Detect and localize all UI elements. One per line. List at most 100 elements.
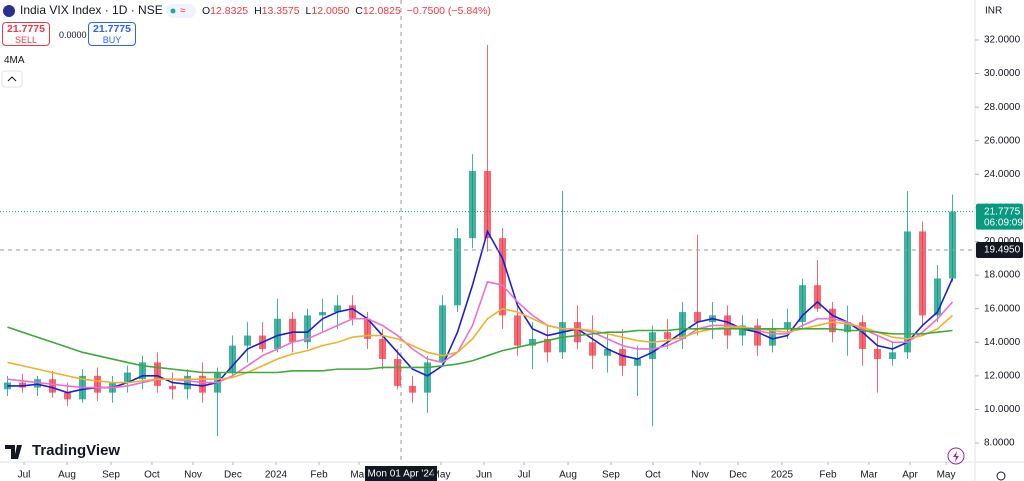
candle-body xyxy=(199,375,206,393)
x-tick-label: Aug xyxy=(559,470,577,481)
ohlc-value: 12.8325 xyxy=(210,5,249,17)
candle-body xyxy=(49,379,56,393)
y-tick-label: 14.0000 xyxy=(984,337,1021,348)
candle-body xyxy=(379,338,386,360)
candle-body xyxy=(619,348,626,366)
x-tick-label: Apr xyxy=(902,470,918,481)
ohlc-label: C xyxy=(355,5,363,17)
crosshair-time-label: Mon 01 Apr '24 xyxy=(368,469,435,480)
candle-body xyxy=(94,375,101,393)
y-tick-label: 10.0000 xyxy=(984,404,1021,415)
y-tick-label: 26.0000 xyxy=(984,135,1021,146)
candle-body xyxy=(484,170,491,239)
last-price-label: 21.7775 xyxy=(984,206,1021,217)
candle-body xyxy=(439,305,446,363)
logo-mark xyxy=(5,445,22,459)
candle-body xyxy=(889,352,896,360)
collapse-button[interactable] xyxy=(1,70,23,88)
candle-body xyxy=(319,312,326,316)
candle-body xyxy=(394,359,401,386)
x-tick-label: May xyxy=(432,470,451,481)
spread: 0.0000 xyxy=(59,30,87,40)
status-badge xyxy=(166,4,196,18)
x-tick-label: Mar xyxy=(860,470,878,481)
candle-body xyxy=(289,318,296,343)
candle-body xyxy=(514,315,521,346)
moving-average xyxy=(7,326,953,374)
candle-body xyxy=(424,362,431,393)
ohlc-label: O xyxy=(202,5,211,17)
x-tick-label: Jul xyxy=(18,470,31,481)
x-tick-label: Dec xyxy=(729,470,747,481)
candle-body xyxy=(754,325,761,346)
candle-body xyxy=(799,285,806,323)
candle-body xyxy=(349,305,356,319)
candle-body xyxy=(34,379,41,388)
y-tick-label: 32.0000 xyxy=(984,35,1021,46)
buy-label: BUY xyxy=(102,35,122,45)
candle-body xyxy=(664,332,671,339)
moving-average xyxy=(7,280,954,389)
candle-body xyxy=(139,362,146,380)
currency: INR xyxy=(985,6,1002,17)
x-tick-label: Dec xyxy=(224,470,242,481)
chevron xyxy=(7,76,17,82)
candle-body xyxy=(814,285,821,309)
x-tick-label: Sep xyxy=(602,470,620,481)
candle-body xyxy=(304,315,311,343)
moving-average xyxy=(7,229,954,394)
tradingview-logo: TradingView xyxy=(5,442,120,459)
ohlc-value: 12.0050 xyxy=(311,5,350,17)
buy-button[interactable]: 21.7775 BUY xyxy=(88,22,136,46)
x-tick-label: 2024 xyxy=(265,470,288,481)
sell-label: SELL xyxy=(14,35,38,45)
candle-body xyxy=(124,372,131,383)
candle-body xyxy=(499,238,506,316)
ohlc-value: 13.3575 xyxy=(261,5,300,17)
sell-price: 21.7775 xyxy=(7,23,45,35)
candle-body xyxy=(649,332,656,360)
candle-body xyxy=(334,305,341,313)
candle-body xyxy=(949,211,956,279)
candle-body xyxy=(529,338,536,346)
crosshair-price-label: 19.4950 xyxy=(984,245,1021,256)
alert-icon[interactable] xyxy=(947,447,965,465)
y-tick-label: 28.0000 xyxy=(984,102,1021,113)
y-tick-label: 16.0000 xyxy=(984,303,1021,314)
candle-body xyxy=(589,342,596,356)
candle-body xyxy=(229,345,236,373)
moving-average xyxy=(7,307,954,384)
candle-body xyxy=(679,312,686,339)
x-tick-label: Sep xyxy=(102,470,120,481)
x-tick-label: Oct xyxy=(144,470,160,481)
candle-body xyxy=(244,335,251,346)
change: −0.7500 (−5.84%) xyxy=(406,5,491,17)
ohlc-legend: O12.8325 H13.3575 L12.0050 C12.0825 −0.7… xyxy=(202,5,494,17)
candle-body xyxy=(784,322,791,329)
x-tick-label: Feb xyxy=(819,470,837,481)
candle-body xyxy=(454,238,461,306)
x-tick-label: Jul xyxy=(518,470,531,481)
ohlc-label: H xyxy=(254,5,262,17)
logo-text: TradingView xyxy=(32,442,120,459)
x-tick-label: Oct xyxy=(645,470,661,481)
x-tick-label: Nov xyxy=(184,470,202,481)
ohlc-label: L xyxy=(305,5,312,17)
x-tick-label: Mar xyxy=(350,470,368,481)
symbol-logo xyxy=(3,5,15,17)
candle-body xyxy=(859,322,866,349)
x-tick-label: Feb xyxy=(310,470,328,481)
candle-body xyxy=(184,375,191,390)
y-tick-label: 30.0000 xyxy=(984,68,1021,79)
candle-body xyxy=(934,278,941,316)
candle-body xyxy=(19,382,26,388)
sell-button[interactable]: 21.7775 SELL xyxy=(2,22,50,46)
settings-icon[interactable] xyxy=(996,471,1006,481)
x-tick-label: Nov xyxy=(691,470,709,481)
ohlc-value: 12.0825 xyxy=(362,5,401,17)
crosshair-price-box xyxy=(976,241,1023,258)
countdown: 06:09:09 xyxy=(984,217,1023,228)
candle-body xyxy=(169,385,176,390)
